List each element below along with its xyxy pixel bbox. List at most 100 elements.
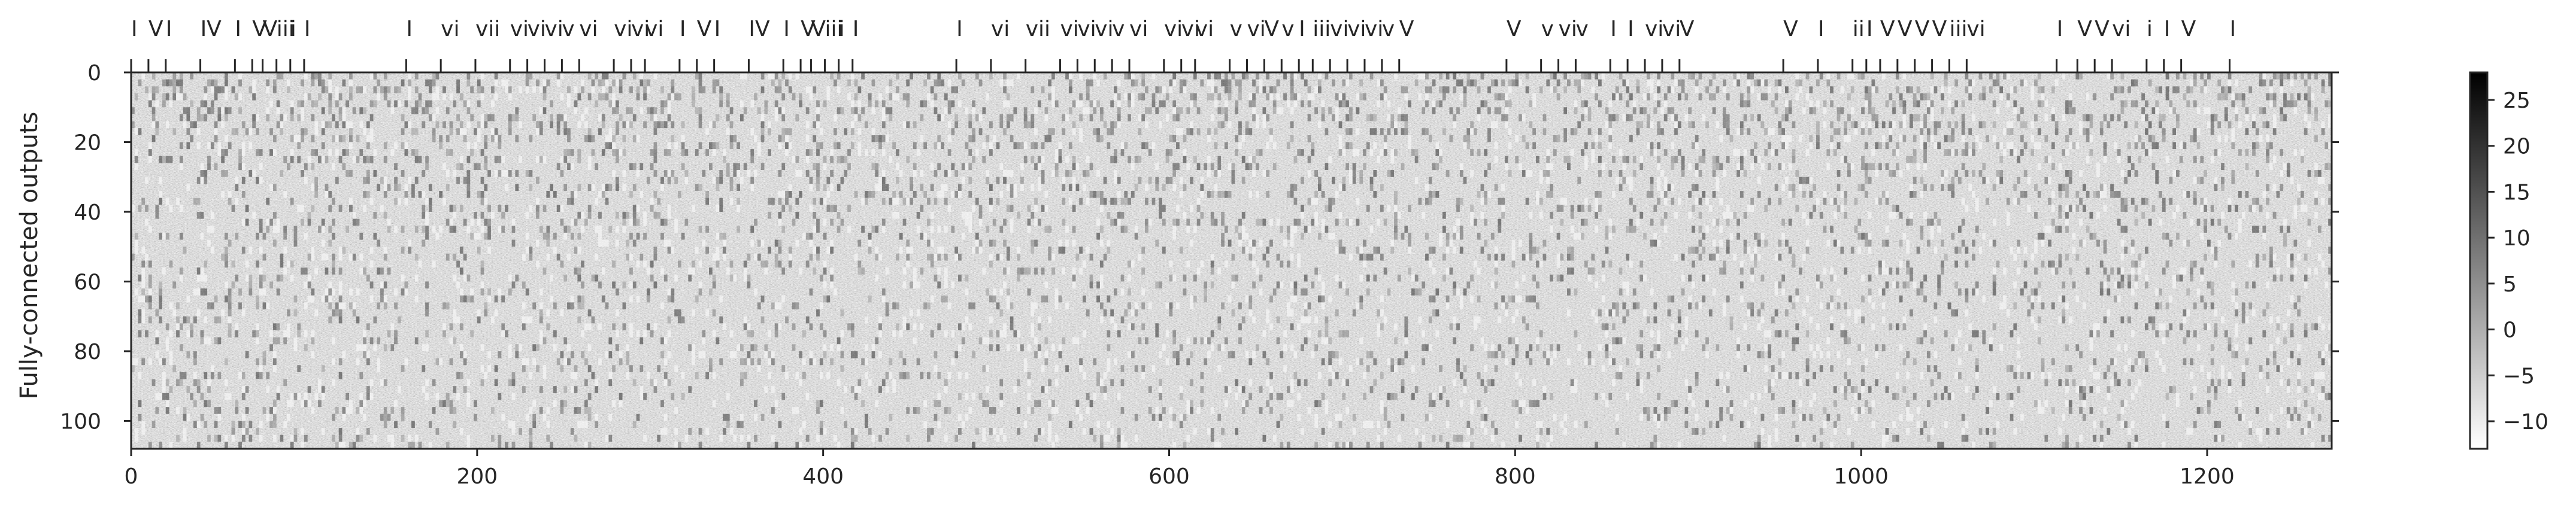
heatmap-cell — [2054, 267, 2059, 275]
heatmap-cell — [546, 79, 550, 87]
heatmap-cell — [2221, 93, 2225, 101]
heatmap-cell — [2017, 114, 2020, 121]
heatmap-cell — [1550, 184, 1553, 191]
heatmap-cell — [1283, 93, 1287, 101]
heatmap-cell — [1062, 247, 1066, 254]
heatmap-cell — [2317, 170, 2322, 177]
heatmap-cell — [311, 295, 315, 303]
heatmap-cell — [1712, 218, 1716, 226]
heatmap-cell — [525, 170, 529, 177]
heatmap-cell — [342, 121, 346, 129]
heatmap-cell — [1356, 149, 1360, 156]
heatmap-cell — [1397, 114, 1401, 121]
heatmap-cell — [2328, 114, 2332, 121]
heatmap-cell — [328, 149, 332, 156]
heatmap-cell — [2058, 211, 2062, 219]
heatmap-cell — [1290, 239, 1294, 247]
heatmap-cell — [259, 226, 263, 233]
heatmap-cell — [1819, 302, 1823, 310]
heatmap-cell — [1297, 93, 1301, 101]
heatmap-cell — [1660, 107, 1664, 114]
heatmap-cell — [1418, 93, 1422, 101]
heatmap-cell — [1854, 316, 1858, 324]
heatmap-cell — [1999, 142, 2004, 150]
heatmap-cell — [505, 79, 508, 87]
heatmap-cell — [947, 79, 951, 87]
heatmap-cell — [1231, 253, 1235, 261]
heatmap-cell — [930, 295, 934, 303]
heatmap-cell — [1404, 121, 1408, 129]
heatmap-cell — [823, 218, 827, 226]
heatmap-cell — [650, 114, 654, 121]
heatmap-cell — [615, 239, 619, 247]
heatmap-cell — [1663, 191, 1668, 198]
heatmap-cell — [1947, 135, 1951, 142]
heatmap-cell — [598, 93, 602, 101]
heatmap-cell — [428, 86, 432, 93]
heatmap-cell — [667, 316, 671, 324]
heatmap-cell — [1511, 253, 1516, 261]
heatmap-cell — [601, 239, 605, 247]
heatmap-cell — [698, 79, 702, 87]
heatmap-cell — [1363, 253, 1366, 261]
heatmap-cell — [1819, 72, 1823, 80]
heatmap-cell — [712, 309, 716, 317]
heatmap-cell — [287, 86, 290, 93]
heatmap-cell — [1297, 260, 1301, 268]
heatmap-cell — [1020, 177, 1024, 184]
heatmap-cell — [1456, 232, 1460, 240]
heatmap-cell — [1072, 156, 1076, 163]
heatmap-cell — [1754, 156, 1757, 163]
heatmap-cell — [1221, 121, 1225, 129]
heatmap-cell — [1688, 191, 1692, 198]
heatmap-cell — [1957, 288, 1962, 296]
heatmap-cell — [892, 197, 896, 205]
heatmap-cell — [906, 260, 910, 268]
heatmap-cell — [705, 128, 709, 135]
heatmap-cell — [1760, 302, 1765, 310]
heatmap-cell — [2093, 232, 2097, 240]
heatmap-cell — [276, 323, 280, 330]
heatmap-cell — [318, 79, 322, 87]
heatmap-cell — [1348, 218, 1353, 226]
heatmap-cell — [1006, 267, 1010, 275]
heatmap-cell — [937, 281, 941, 289]
heatmap-cell — [1165, 177, 1169, 184]
heatmap-cell — [677, 309, 681, 317]
heatmap-cell — [1276, 281, 1280, 289]
heatmap-cell — [508, 274, 512, 282]
heatmap-cell — [404, 121, 408, 129]
heatmap-cell — [1857, 247, 1862, 254]
heatmap-cell — [1380, 128, 1384, 135]
heatmap-cell — [1681, 163, 1685, 171]
heatmap-cell — [1560, 253, 1564, 261]
heatmap-cell — [681, 316, 685, 324]
heatmap-cell — [1930, 86, 1934, 93]
heatmap-cell — [667, 149, 671, 156]
heatmap-cell — [1494, 184, 1498, 191]
heatmap-cell — [1532, 142, 1536, 150]
heatmap-cell — [1062, 218, 1066, 226]
heatmap-cell — [747, 274, 751, 282]
heatmap-cell — [1674, 79, 1678, 87]
heatmap-cell — [1854, 197, 1858, 205]
heatmap-cell — [972, 247, 975, 254]
heatmap-cell — [577, 232, 581, 240]
heatmap-cell — [1131, 79, 1135, 87]
heatmap-cell — [1034, 302, 1038, 310]
heatmap-cell — [615, 184, 619, 191]
heatmap-cell — [1114, 156, 1117, 163]
heatmap-cell — [896, 163, 899, 171]
heatmap-cell — [2245, 128, 2249, 135]
heatmap-cell — [760, 121, 765, 129]
heatmap-cell — [1978, 93, 1983, 101]
heatmap-cell — [1266, 260, 1270, 268]
heatmap-cell — [1380, 309, 1384, 317]
heatmap-cell — [2141, 93, 2145, 101]
heatmap-cell — [1595, 72, 1598, 80]
heatmap-cell — [304, 177, 308, 184]
heatmap-cell — [287, 79, 290, 87]
heatmap-cell — [1868, 274, 1872, 282]
heatmap-cell — [1747, 72, 1751, 80]
heatmap-cell — [875, 100, 879, 108]
